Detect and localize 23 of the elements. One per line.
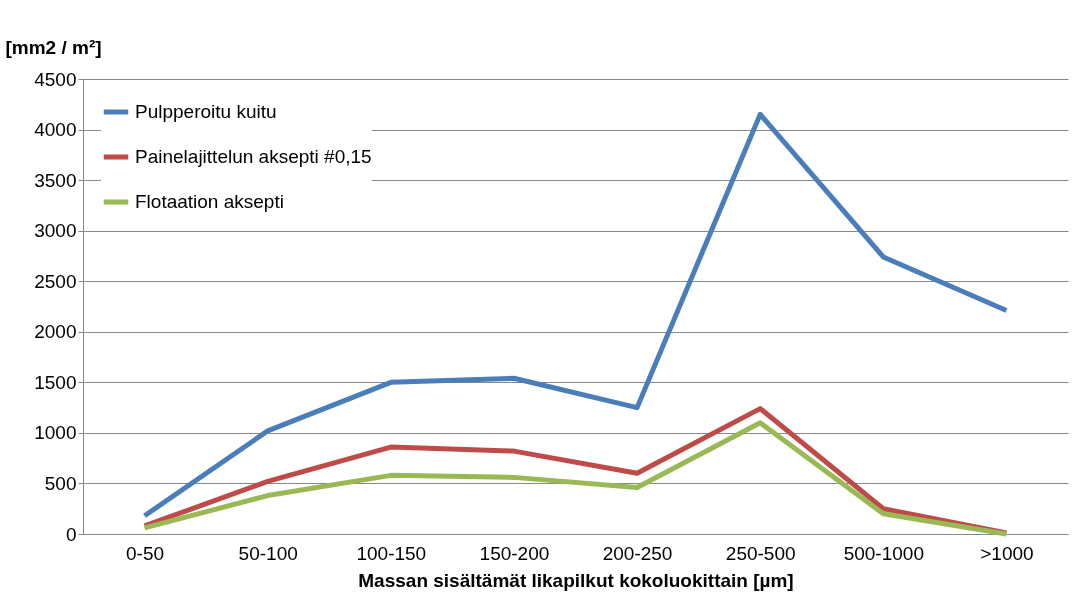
legend-label: Pulpperoitu kuitu xyxy=(135,101,277,122)
legend-label: Painelajittelun aksepti #0,15 xyxy=(135,146,372,167)
x-tick-label: 500-1000 xyxy=(843,542,924,564)
y-tick-label: 4500 xyxy=(34,68,77,90)
y-tick-label: 500 xyxy=(44,472,77,494)
x-tick-label: 50-100 xyxy=(238,542,298,564)
y-tick-label: 3000 xyxy=(34,220,77,242)
x-tick-label: 0-50 xyxy=(126,542,165,564)
y-tick-label: 3500 xyxy=(34,169,77,191)
y-tick-label: 4000 xyxy=(34,119,77,141)
y-axis-title: [mm2 / m²] xyxy=(5,36,102,58)
y-tick-label: 2000 xyxy=(34,321,77,343)
x-tick-label: 250-500 xyxy=(725,542,796,564)
y-tick-label: 0 xyxy=(65,523,77,545)
y-tick-label: 2500 xyxy=(34,270,77,292)
x-axis-title: Massan sisältämät likapilkut kokoluokittain [µm] xyxy=(358,569,794,591)
x-tick-label: >1000 xyxy=(980,542,1034,564)
legend-label: Flotaation aksepti xyxy=(135,191,284,212)
x-tick-label: 150-200 xyxy=(479,542,550,564)
y-tick-label: 1500 xyxy=(34,371,77,393)
x-tick-label: 200-250 xyxy=(602,542,673,564)
y-tick-label: 1000 xyxy=(34,422,77,444)
x-tick-label: 100-150 xyxy=(356,542,427,564)
